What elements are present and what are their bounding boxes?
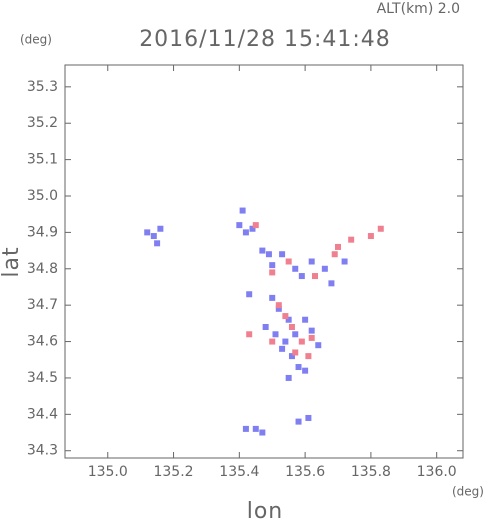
echo-point: [272, 331, 279, 338]
echo-point: [275, 302, 282, 309]
y-tick-label: 34.8: [27, 261, 58, 277]
echo-point: [239, 207, 246, 214]
plot-frame: [64, 64, 464, 459]
x-tick-label: 135.4: [219, 464, 259, 480]
echo-point: [315, 342, 322, 349]
echo-point: [302, 367, 309, 374]
x-tick-label: 135.2: [153, 464, 193, 480]
echo-point: [269, 338, 276, 345]
echo-point: [246, 291, 253, 298]
echo-point: [331, 251, 338, 258]
echo-point: [292, 265, 299, 272]
echo-point: [154, 240, 161, 247]
echo-point: [236, 222, 243, 229]
x-axis-label: lon: [247, 499, 284, 521]
echo-point: [298, 338, 305, 345]
chart-title: 2016/11/28 15:41:48: [139, 27, 391, 52]
y-tick-label: 34.4: [27, 406, 58, 422]
echo-point: [292, 331, 299, 338]
echo-point: [242, 229, 249, 236]
echo-point: [308, 334, 315, 341]
echo-point: [252, 222, 259, 229]
echo-point: [144, 229, 151, 236]
echo-point: [275, 305, 282, 312]
echo-point: [150, 233, 157, 240]
echo-point: [348, 236, 355, 243]
y-tick-label: 35.2: [27, 115, 58, 131]
echo-point: [367, 233, 374, 240]
altitude: ALT(km) 2.0: [377, 1, 460, 17]
y-axis-label: lat: [0, 246, 24, 277]
echo-point: [269, 294, 276, 301]
y-tick-label: 35.3: [27, 79, 58, 95]
echo-point: [288, 324, 295, 330]
echo-point: [308, 327, 315, 334]
echo-point: [279, 345, 286, 352]
echo-point: [292, 349, 299, 356]
echo-point: [269, 262, 276, 269]
echo-point: [285, 316, 292, 323]
echo-point: [302, 316, 309, 323]
y-tick-label: 34.7: [27, 297, 58, 313]
echo-point: [335, 243, 342, 250]
echo-point: [321, 265, 328, 272]
x-tick-label: 135.0: [88, 464, 128, 480]
x-tick-label: 135.8: [351, 464, 391, 480]
echo-point: [285, 374, 292, 381]
echo-point: [285, 258, 292, 265]
echo-point: [262, 324, 269, 330]
echo-point: [259, 247, 266, 254]
echo-point: [288, 353, 295, 360]
echo-point: [279, 251, 286, 258]
echo-point: [282, 338, 289, 345]
echo-point: [246, 331, 253, 338]
echo-point: [298, 273, 305, 280]
echo-point: [328, 280, 335, 287]
y-unit: (deg): [20, 33, 52, 47]
echo-point: [295, 364, 302, 371]
x-tick-label: 136.0: [417, 464, 457, 480]
x-unit: (deg): [452, 485, 484, 499]
echo-point: [282, 313, 289, 320]
echo-point: [157, 225, 164, 232]
y-tick-label: 34.6: [27, 334, 58, 350]
echo-point: [269, 269, 276, 276]
echo-point: [377, 225, 384, 232]
y-tick-label: 35.0: [27, 188, 58, 204]
echo-point: [252, 425, 259, 432]
echo-point: [242, 425, 249, 432]
echo-point: [305, 353, 312, 360]
echo-point: [249, 225, 256, 232]
y-tick-label: 34.9: [27, 224, 58, 240]
y-tick-label: 34.5: [27, 370, 58, 386]
y-tick-label: 35.1: [27, 152, 58, 168]
y-tick-label: 34.3: [27, 443, 58, 459]
echo-point: [341, 258, 348, 265]
echo-point: [305, 414, 312, 421]
echo-point: [259, 429, 266, 436]
echo-point: [295, 418, 302, 425]
x-tick-label: 135.6: [285, 464, 325, 480]
echo-point: [265, 251, 272, 258]
echo-point: [308, 258, 315, 265]
echo-point: [311, 273, 318, 280]
